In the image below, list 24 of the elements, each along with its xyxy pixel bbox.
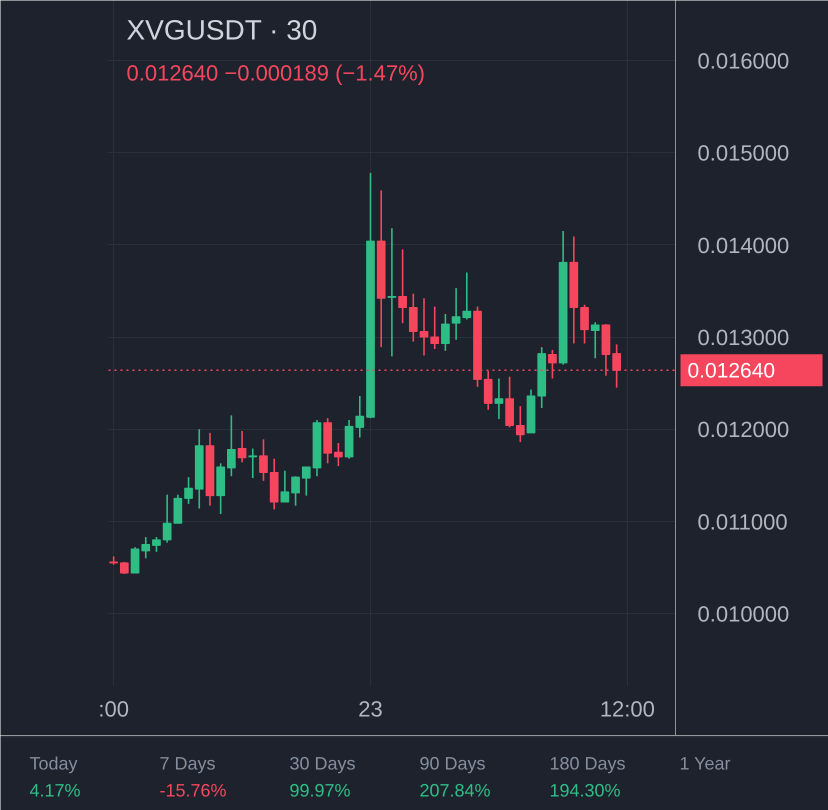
x-tick-label: 23 (358, 696, 383, 722)
text: 90 Days (420, 754, 486, 774)
x-tick-label: :00 (98, 696, 129, 722)
text: 1 Year (680, 754, 731, 774)
ref-line-label: 0.012640 (688, 360, 776, 383)
x-tick-label: 12:00 (600, 696, 655, 722)
text: 194.30% (550, 780, 621, 800)
text: 180 Days (550, 754, 626, 774)
text: Today (30, 754, 78, 774)
text: -15.76% (160, 780, 227, 800)
y-tick-label: 0.011000 (698, 509, 788, 534)
y-tick-label: 0.012000 (698, 417, 790, 442)
y-tick-label: 0.014000 (698, 232, 790, 258)
text: XVGUSDT · 30 (126, 14, 318, 46)
y-tick-label: 0.013000 (698, 325, 790, 350)
text: 4.17% (30, 780, 81, 800)
text: 7 Days (160, 754, 216, 774)
text: 30 Days (290, 754, 356, 774)
text: 0.012640 −0.000189 (−1.47%) (126, 60, 425, 86)
text: 99.97% (290, 780, 351, 800)
text: 207.84% (420, 780, 491, 800)
y-tick-label: 0.015000 (698, 140, 790, 166)
y-tick-label: 0.010000 (698, 602, 790, 627)
y-tick-label: 0.016000 (698, 48, 790, 74)
